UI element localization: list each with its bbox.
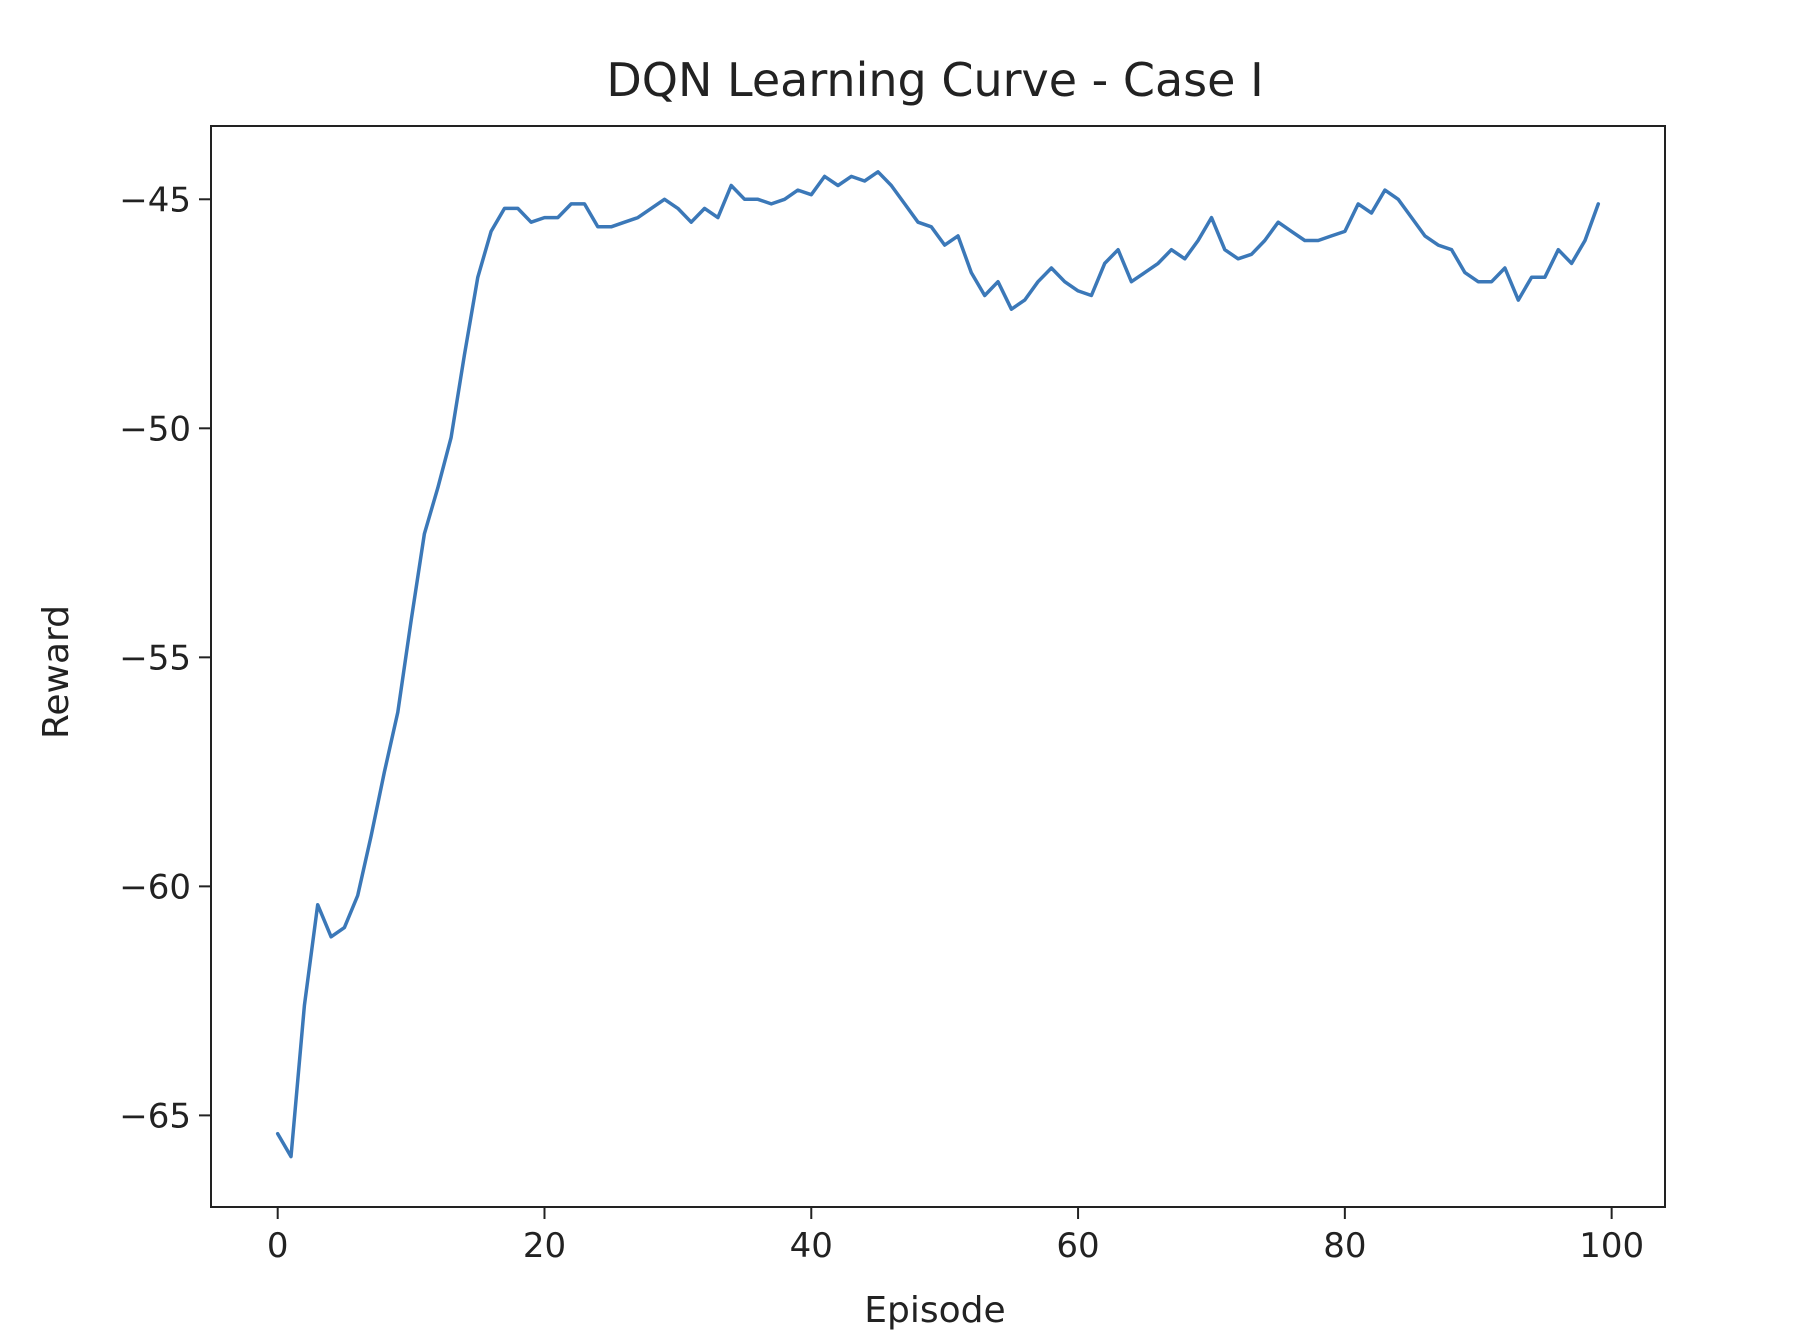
series-line [275, 170, 1601, 1159]
plot-area: 0 20 40 60 80 100 −65 −60 −55 −50 −45 [119, 125, 1666, 1266]
x-tick-label: 20 [523, 1226, 566, 1266]
x-tick-label: 60 [1056, 1226, 1099, 1266]
x-tick-label: 40 [790, 1226, 833, 1266]
y-tick-label: −50 [119, 409, 191, 449]
x-tick-label: 0 [267, 1226, 289, 1266]
y-tick-label: −60 [119, 867, 191, 907]
y-tick-label: −65 [119, 1096, 191, 1136]
y-tick-label: −45 [119, 180, 191, 220]
y-axis-label: Reward [36, 605, 77, 739]
x-tick-label: 100 [1579, 1226, 1644, 1266]
chart-title: DQN Learning Curve - Case I [606, 53, 1263, 107]
plot-frame [210, 125, 1666, 1208]
x-tick-label: 80 [1323, 1226, 1366, 1266]
y-tick-label: −55 [119, 638, 191, 678]
x-axis-label: Episode [864, 1290, 1005, 1331]
